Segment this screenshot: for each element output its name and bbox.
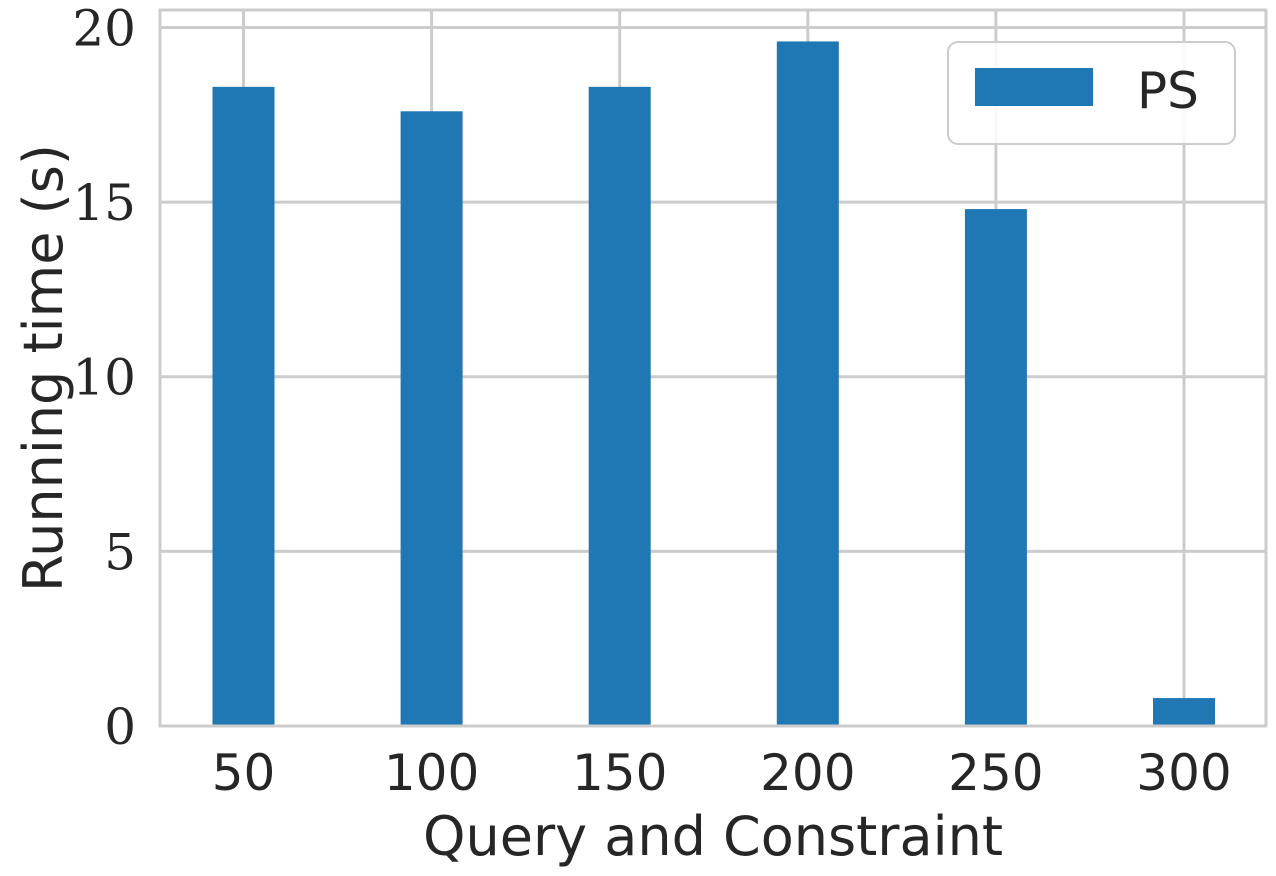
bar-150 xyxy=(588,86,651,726)
legend-label-ps: PS xyxy=(1137,62,1199,120)
bar-50 xyxy=(212,86,275,726)
bar-300 xyxy=(1153,698,1215,726)
y-tick-label: 15 xyxy=(72,174,136,232)
y-tick-labels: 0 5 10 15 20 xyxy=(72,0,136,756)
x-tick-label: 200 xyxy=(760,744,855,802)
bar-100 xyxy=(400,111,463,727)
y-tick-label: 10 xyxy=(72,349,136,407)
bars xyxy=(212,41,1215,727)
x-tick-label: 250 xyxy=(948,744,1043,802)
bar-250 xyxy=(964,209,1027,726)
x-tick-label: 300 xyxy=(1136,744,1231,802)
x-tick-label: 100 xyxy=(384,744,479,802)
plot-frame xyxy=(158,8,1268,728)
x-tick-label: 150 xyxy=(572,744,667,802)
bar-200 xyxy=(776,41,839,727)
y-tick-label: 0 xyxy=(104,698,136,756)
y-axis-label: Running time (s) xyxy=(12,144,75,592)
x-tick-label: 50 xyxy=(212,744,276,802)
y-tick-label: 5 xyxy=(104,523,136,581)
x-tick-labels: 50 100 150 200 250 300 xyxy=(212,744,1232,802)
legend: PS xyxy=(947,41,1236,145)
y-tick-label: 20 xyxy=(72,0,136,57)
x-axis-label: Query and Constraint xyxy=(423,805,1003,868)
legend-swatch-ps xyxy=(975,68,1093,106)
